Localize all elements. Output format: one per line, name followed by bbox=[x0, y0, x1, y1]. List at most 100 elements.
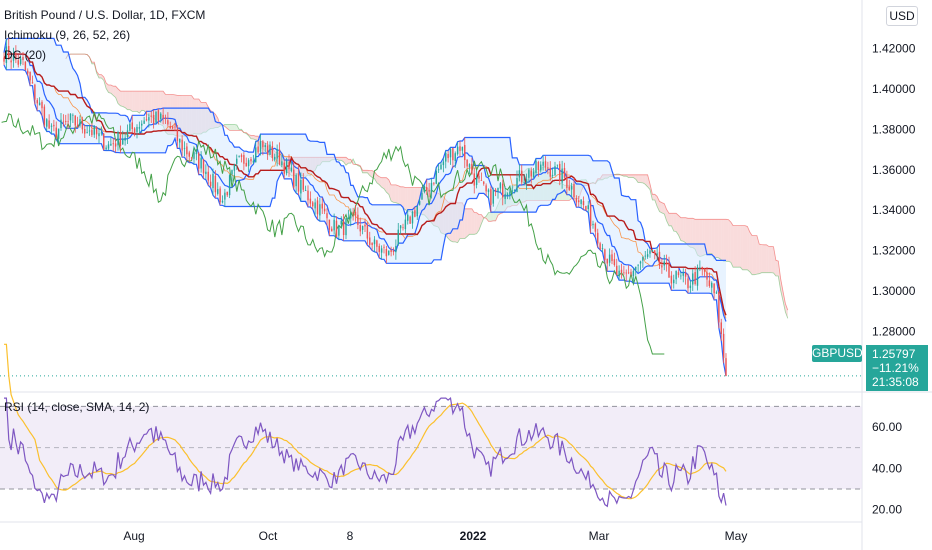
candle-body bbox=[295, 175, 297, 187]
candle-body bbox=[395, 245, 397, 253]
candle-body bbox=[15, 53, 17, 60]
symbol-price-tag: GBPUSD bbox=[812, 345, 863, 362]
candle-body bbox=[506, 193, 509, 196]
candle-body bbox=[297, 173, 300, 192]
candle bbox=[136, 124, 138, 139]
candle bbox=[110, 137, 112, 146]
time-tick-label: 8 bbox=[347, 529, 354, 543]
candle bbox=[79, 115, 81, 128]
candle bbox=[478, 171, 480, 183]
candle bbox=[625, 269, 627, 282]
cloud-segment bbox=[405, 187, 408, 212]
cloud-segment bbox=[362, 170, 365, 173]
candle bbox=[563, 162, 566, 179]
candle-body bbox=[136, 127, 138, 133]
candle bbox=[198, 151, 200, 175]
candle bbox=[141, 120, 143, 134]
candle bbox=[604, 248, 606, 264]
candle-body bbox=[442, 161, 445, 166]
candle-body bbox=[347, 217, 350, 220]
candle-body bbox=[79, 119, 81, 126]
candle-body bbox=[699, 267, 701, 269]
candle-body bbox=[658, 251, 661, 266]
candle-body bbox=[632, 270, 635, 277]
candle bbox=[219, 186, 221, 206]
candle-body bbox=[665, 262, 668, 264]
candle-body bbox=[188, 152, 190, 157]
candle bbox=[297, 165, 300, 195]
candle bbox=[426, 179, 428, 195]
currency-badge[interactable]: USD bbox=[886, 6, 918, 26]
price-tick-label: 1.32000 bbox=[872, 244, 916, 258]
rsi-legend[interactable]: RSI (14, close, SMA, 14, 2) bbox=[4, 400, 150, 414]
candle bbox=[437, 163, 440, 173]
candle bbox=[74, 115, 76, 133]
cloud-segment bbox=[771, 246, 774, 274]
candle-body bbox=[644, 255, 646, 257]
candle-body bbox=[141, 123, 143, 126]
candle-body bbox=[651, 250, 654, 251]
candle-body bbox=[314, 202, 316, 209]
candle-body bbox=[663, 261, 665, 266]
cloud-segment bbox=[338, 157, 342, 161]
candle bbox=[646, 248, 649, 259]
candle bbox=[404, 214, 407, 234]
cloud-segment bbox=[685, 217, 688, 246]
candle bbox=[114, 138, 117, 153]
candle-body bbox=[62, 121, 65, 123]
candle bbox=[321, 197, 323, 214]
candle bbox=[107, 141, 110, 151]
candle bbox=[608, 248, 611, 267]
cloud-segment bbox=[678, 215, 681, 241]
cloud-segment bbox=[640, 174, 643, 183]
candle bbox=[352, 207, 354, 221]
candle-body bbox=[433, 183, 435, 185]
cloud-segment bbox=[234, 124, 237, 131]
candle-body bbox=[240, 155, 243, 157]
candle bbox=[221, 195, 224, 204]
candle bbox=[471, 157, 473, 175]
candle bbox=[502, 179, 504, 206]
candle-body bbox=[452, 147, 454, 161]
candle bbox=[506, 192, 509, 200]
candle bbox=[347, 209, 350, 220]
candle bbox=[554, 161, 556, 177]
candle-body bbox=[228, 175, 231, 196]
candle bbox=[578, 196, 580, 207]
candle-body bbox=[551, 175, 554, 176]
candle-body bbox=[456, 146, 459, 155]
candle-body bbox=[599, 243, 601, 250]
candle-body bbox=[684, 272, 687, 277]
donchian-legend[interactable]: DC (20) bbox=[4, 48, 47, 62]
candle bbox=[551, 168, 554, 179]
candle-body bbox=[67, 121, 69, 123]
candle bbox=[388, 250, 390, 256]
candle-body bbox=[283, 162, 285, 174]
candle bbox=[171, 125, 174, 130]
candle-body bbox=[304, 190, 307, 192]
cloud-segment bbox=[139, 91, 142, 114]
candle bbox=[428, 182, 430, 198]
candle-body bbox=[171, 126, 174, 129]
candle-body bbox=[250, 158, 252, 162]
candle-body bbox=[138, 127, 141, 129]
candle-body bbox=[281, 161, 283, 166]
candle-body bbox=[205, 171, 207, 175]
candle bbox=[570, 182, 573, 197]
candle-body bbox=[608, 254, 611, 263]
ichimoku-legend[interactable]: Ichimoku (9, 26, 52, 26) bbox=[4, 28, 131, 42]
candle bbox=[188, 150, 190, 163]
candle bbox=[597, 228, 599, 248]
candle-body bbox=[259, 141, 262, 152]
candle-body bbox=[504, 194, 506, 199]
candle bbox=[162, 108, 164, 125]
cloud-segment bbox=[255, 136, 259, 141]
candle-body bbox=[445, 152, 447, 162]
candle bbox=[627, 265, 630, 275]
candle-body bbox=[117, 131, 119, 146]
cloud-segment bbox=[664, 203, 667, 221]
candle bbox=[530, 167, 532, 184]
cloud-segment bbox=[99, 74, 102, 79]
cloud-segment bbox=[479, 214, 482, 231]
